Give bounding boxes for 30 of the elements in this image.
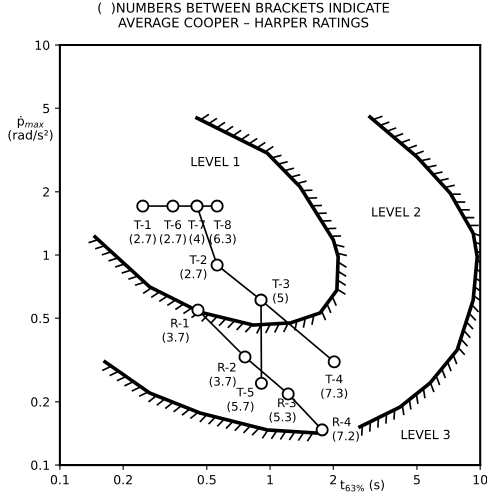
x-axis-title: t$_{63%}$ (s) xyxy=(340,480,384,492)
annotation: R-4 (7.2) xyxy=(332,417,359,442)
y-tick-label: 1 xyxy=(44,250,50,260)
y-axis-title: ṗ$_{max}$ (rad/s²) xyxy=(8,116,53,142)
x-tick-label: 0.5 xyxy=(198,474,216,484)
x-tick-label: 1 xyxy=(267,475,273,484)
annotation: LEVEL 2 xyxy=(372,207,420,216)
annotation: T-8 (6.3) xyxy=(210,220,236,245)
y-tick-label: 5 xyxy=(43,104,50,114)
annotation: R-1 (3.7) xyxy=(162,318,189,344)
y-tick-label: 2 xyxy=(43,187,49,197)
annotation: LEVEL 1 xyxy=(192,156,240,166)
annotation: T-1 (2.7) xyxy=(130,220,156,245)
annotation: T-4 (7.3) xyxy=(321,374,348,399)
y-tick-label: 10 xyxy=(36,40,50,50)
annotation: LEVEL 3 xyxy=(402,430,450,440)
annotation: T-6 (2.7) xyxy=(160,220,186,245)
y-tick-label: 0.5 xyxy=(31,314,50,324)
chart-title: ( )NUMBERS BETWEEN BRACKETS INDICATE AVERAGE COOPER – HARPER RATINGS xyxy=(98,2,389,28)
x-tick-label: 0.1 xyxy=(50,474,69,484)
annotation: R-2 (3.7) xyxy=(210,362,236,388)
y-tick-label: 0.2 xyxy=(31,397,49,407)
annotation: T-5 (5.7) xyxy=(228,388,254,412)
x-tick-label: 10 xyxy=(474,474,487,484)
y-tick-label: 0.1 xyxy=(31,460,50,470)
x-tick-label: 2 xyxy=(330,474,336,484)
annotation: T-3 (5) xyxy=(272,279,290,304)
annotation: T-2 (2.7) xyxy=(180,255,206,280)
x-tick-label: 5 xyxy=(414,475,420,484)
x-tick-label: 0.2 xyxy=(114,474,132,484)
